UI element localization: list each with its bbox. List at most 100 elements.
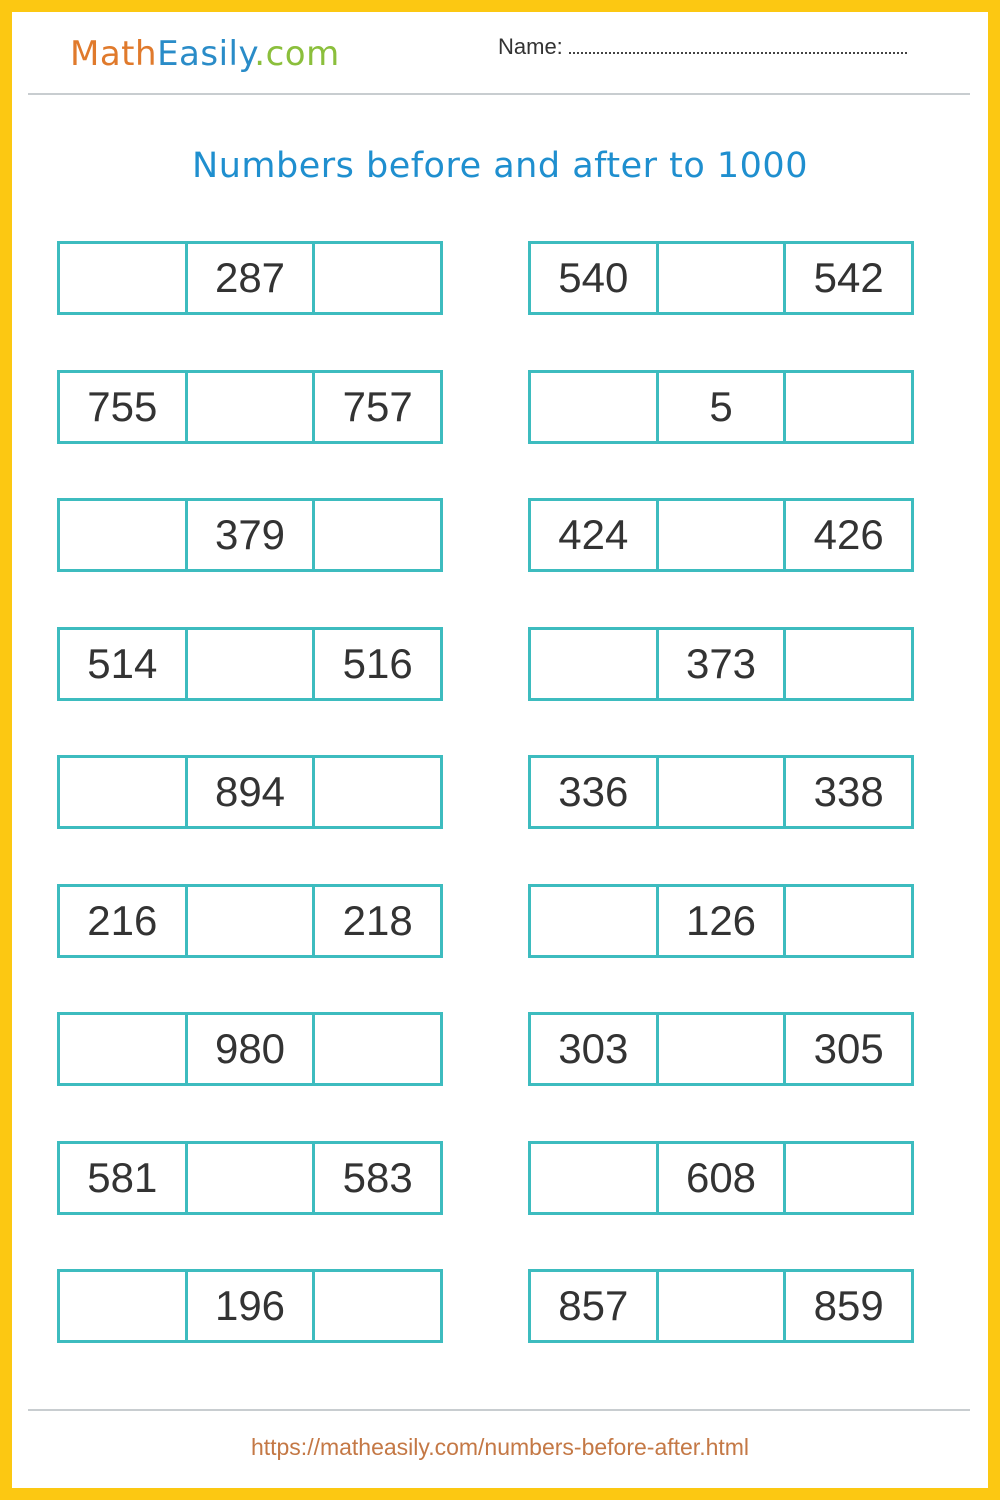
- number-box-right: 5: [528, 369, 914, 444]
- given-number-after: 305: [783, 1015, 911, 1083]
- name-blank-line[interactable]: [568, 34, 907, 54]
- answer-cell-after[interactable]: [312, 1271, 441, 1341]
- answer-cell-number[interactable]: [655, 1271, 784, 1341]
- answer-input[interactable]: [315, 243, 441, 313]
- answer-cell-after[interactable]: [783, 1142, 912, 1213]
- given-number-after: 426: [783, 501, 911, 569]
- answer-cell-after[interactable]: [312, 243, 441, 313]
- number-box-right: 373: [528, 626, 914, 701]
- answer-cell-after[interactable]: [312, 757, 441, 827]
- given-number-number: 894: [184, 758, 313, 826]
- answer-cell-number[interactable]: [184, 371, 313, 442]
- given-number-before: 540: [558, 254, 629, 301]
- footer-divider: [28, 1409, 970, 1411]
- given-number-before: 424: [558, 511, 629, 558]
- answer-input[interactable]: [786, 371, 912, 442]
- answer-input[interactable]: [187, 1142, 313, 1213]
- number-box-right: 303 305: [528, 1012, 914, 1086]
- answer-input[interactable]: [786, 885, 912, 956]
- given-number-before: 857: [558, 1282, 629, 1329]
- answer-input[interactable]: [187, 371, 313, 442]
- answer-input[interactable]: [786, 628, 912, 699]
- answer-cell-number[interactable]: [655, 757, 784, 827]
- answer-input[interactable]: [531, 1142, 656, 1213]
- number-box-right: 424 426: [528, 498, 914, 572]
- answer-input[interactable]: [531, 628, 656, 699]
- answer-input[interactable]: [531, 371, 656, 442]
- answer-cell-before[interactable]: [60, 243, 185, 313]
- answer-input[interactable]: [315, 1014, 441, 1084]
- given-number-number: 287: [184, 244, 313, 312]
- number-box-left: 514 516: [57, 626, 443, 701]
- answer-cell-after[interactable]: [783, 628, 912, 699]
- answer-cell-number[interactable]: [655, 1014, 784, 1084]
- answer-cell-number[interactable]: [184, 1142, 313, 1213]
- given-number-before: 216: [87, 896, 158, 944]
- answer-input[interactable]: [315, 1271, 441, 1341]
- answer-cell-after[interactable]: [783, 371, 912, 442]
- answer-input[interactable]: [60, 1271, 185, 1341]
- given-number-before: 514: [87, 639, 158, 687]
- logo: MathEasily.com: [70, 34, 340, 74]
- worksheet-page: MathEasily.com Name: Numbers before and …: [12, 12, 988, 1488]
- answer-input[interactable]: [187, 885, 313, 956]
- given-number-after: 859: [783, 1272, 911, 1340]
- answer-cell-before[interactable]: [531, 628, 656, 699]
- answer-cell-after[interactable]: [312, 1014, 441, 1084]
- answer-input[interactable]: [658, 500, 784, 570]
- given-number-number: 379: [184, 501, 313, 569]
- number-box-left: 581 583: [57, 1140, 443, 1215]
- answer-cell-after[interactable]: [312, 500, 441, 570]
- given-number-number: 5: [655, 372, 784, 441]
- answer-cell-number[interactable]: [184, 885, 313, 956]
- answer-cell-before[interactable]: [60, 1271, 185, 1341]
- given-number-number: 608: [655, 1143, 784, 1212]
- given-number-number: 196: [184, 1272, 313, 1340]
- given-number-after: 338: [783, 758, 911, 826]
- number-box-left: 755 757: [57, 369, 443, 444]
- number-box-right: 608: [528, 1140, 914, 1215]
- given-number-before: 336: [558, 768, 629, 815]
- number-box-left: 894: [57, 755, 443, 829]
- given-number-after: 218: [312, 886, 440, 955]
- answer-input[interactable]: [531, 885, 656, 956]
- number-box-right: 857 859: [528, 1269, 914, 1343]
- answer-input[interactable]: [187, 628, 313, 699]
- answer-cell-before[interactable]: [531, 371, 656, 442]
- answer-input[interactable]: [60, 500, 185, 570]
- given-number-after: 516: [312, 629, 440, 698]
- name-label: Name:: [498, 34, 563, 59]
- answer-input[interactable]: [60, 1014, 185, 1084]
- given-number-number: 980: [184, 1015, 313, 1083]
- answer-cell-before[interactable]: [60, 500, 185, 570]
- number-box-left: 980: [57, 1012, 443, 1086]
- name-field[interactable]: Name:: [498, 34, 907, 60]
- given-number-before: 581: [87, 1153, 158, 1201]
- answer-cell-number[interactable]: [184, 628, 313, 699]
- answer-input[interactable]: [658, 1014, 784, 1084]
- given-number-after: 542: [783, 244, 911, 312]
- answer-cell-before[interactable]: [60, 757, 185, 827]
- answer-input[interactable]: [315, 757, 441, 827]
- answer-cell-before[interactable]: [531, 885, 656, 956]
- number-box-left: 287: [57, 241, 443, 315]
- answer-cell-after[interactable]: [783, 885, 912, 956]
- answer-cell-before[interactable]: [531, 1142, 656, 1213]
- given-number-number: 373: [655, 629, 784, 698]
- answer-input[interactable]: [60, 757, 185, 827]
- answer-input[interactable]: [60, 243, 185, 313]
- number-box-right: 540 542: [528, 241, 914, 315]
- answer-input[interactable]: [658, 757, 784, 827]
- header-divider: [28, 93, 970, 95]
- number-box-right: 126: [528, 883, 914, 958]
- answer-input[interactable]: [315, 500, 441, 570]
- number-box-left: 379: [57, 498, 443, 572]
- answer-cell-before[interactable]: [60, 1014, 185, 1084]
- footer-url[interactable]: https://matheasily.com/numbers-before-af…: [250, 1434, 750, 1460]
- answer-input[interactable]: [658, 1271, 784, 1341]
- answer-input[interactable]: [786, 1142, 912, 1213]
- answer-cell-number[interactable]: [655, 243, 784, 313]
- answer-input[interactable]: [658, 243, 784, 313]
- answer-cell-number[interactable]: [655, 500, 784, 570]
- given-number-before: 755: [87, 382, 158, 430]
